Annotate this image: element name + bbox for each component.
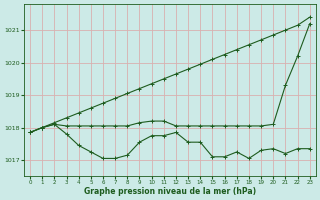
X-axis label: Graphe pression niveau de la mer (hPa): Graphe pression niveau de la mer (hPa) xyxy=(84,187,256,196)
